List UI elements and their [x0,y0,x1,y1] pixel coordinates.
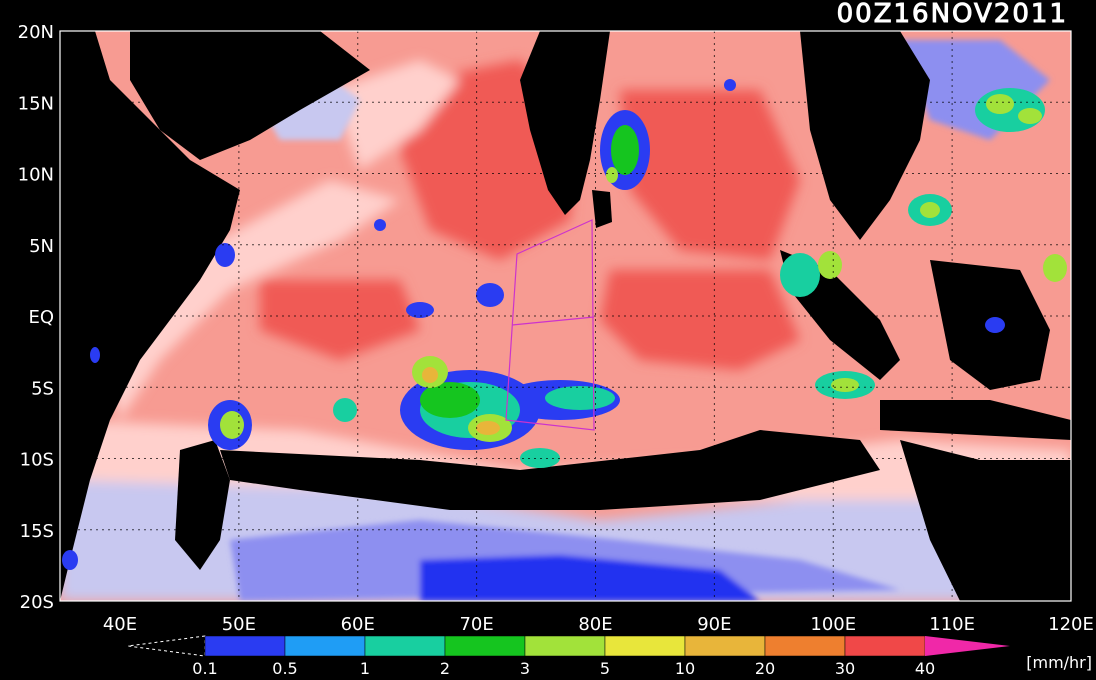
lon-label: 100E [810,614,856,635]
colorbar-tick-label: 40 [915,659,935,678]
colorbar-swatch [764,635,846,657]
colorbar-tick-label: 1 [360,659,370,678]
lat-label: 15N [18,93,54,114]
colorbar-swatch [444,635,526,657]
colorbar-swatch [364,635,446,657]
lon-label: 40E [103,614,137,635]
timestamp-label: 00Z16NOV2011 [837,0,1068,29]
colorbar-tick-label: 30 [835,659,855,678]
lat-label: EQ [28,307,54,328]
colorbar-tick-label: 3 [520,659,530,678]
lat-label: 5N [29,236,54,257]
colorbar-swatch [604,635,686,657]
convection-band-south-equatorial [400,356,620,468]
strong-anomaly-eq-west [260,280,420,360]
lat-label: 5S [31,378,54,399]
colorbar-tick-label: 20 [755,659,775,678]
land-arabia [130,31,370,160]
gridlines [60,31,1071,601]
land-madagascar [175,440,230,570]
land-india [520,31,610,215]
region-outline-divider [511,316,595,326]
colorbar-swatch [204,635,286,657]
colorbar-tick-label: 5 [600,659,610,678]
lat-label: 10S [20,450,54,471]
land-srilanka [592,190,612,228]
strong-anomaly-eq-east [600,270,800,370]
colorbar-unit-label: [mm/hr] [1026,653,1092,672]
colorbar-tick-label: 2 [440,659,450,678]
convection-bay-of-bengal [600,110,650,190]
longitude-labels: 40E 50E 60E 70E 80E 90E 100E 110E 120E [103,614,1094,635]
convection-west [208,398,357,450]
colorbar-swatch [524,635,606,657]
colorbar-swatch [684,635,766,657]
lat-label: 20S [20,592,54,613]
cool-deep-south [420,555,760,601]
lon-label: 90E [697,614,731,635]
colorbar-overflow-arrow [925,636,1010,656]
dry-band-south [220,430,880,510]
latitude-labels: 20N 15N 10N 5N EQ 5S 10S 15S 20S [18,22,54,613]
lon-label: 70E [459,614,493,635]
lon-label: 80E [578,614,612,635]
land-indochina [800,31,930,240]
lon-label: 110E [929,614,975,635]
convection-sumatra [780,251,875,399]
colorbar-underflow-arrow [127,635,206,657]
lon-label: 120E [1048,614,1094,635]
convection-southeast-asia [908,88,1067,282]
colorbar-swatch [844,635,926,657]
light-anomaly-somali [100,180,400,420]
colorbar-tick-label: 10 [675,659,695,678]
map-frame [59,30,1072,602]
map-plot-area [60,31,1071,601]
lon-label: 50E [222,614,256,635]
colorbar-tick-label: 0.5 [272,659,297,678]
strong-anomaly-bay-of-bengal [620,90,800,260]
convection-small-scattered [62,79,1005,570]
land-australia-nw [900,440,1071,601]
colorbar-swatch [284,635,366,657]
lat-label: 15S [20,521,54,542]
land-java-sea [880,400,1071,440]
lat-label: 10N [18,165,54,186]
colorbar: 0.1 0.5 1 2 3 5 10 20 30 40 [mm/hr] [127,635,1092,678]
lon-label: 60E [341,614,375,635]
colorbar-tick-label: 0.1 [192,659,217,678]
lat-label: 20N [18,22,54,43]
light-anomaly-arabian [330,60,460,170]
region-outline-box [505,219,595,431]
